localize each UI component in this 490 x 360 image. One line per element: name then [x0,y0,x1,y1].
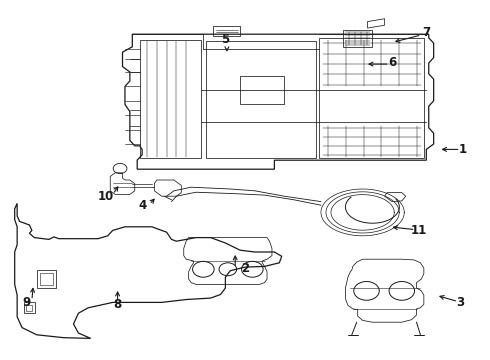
Text: 3: 3 [457,296,465,309]
Text: 1: 1 [459,143,467,156]
Text: 4: 4 [138,199,146,212]
Text: 5: 5 [221,33,229,46]
Text: 8: 8 [114,298,122,311]
Text: 2: 2 [241,262,249,275]
Text: 7: 7 [422,26,430,39]
Text: 6: 6 [388,57,396,69]
Text: 9: 9 [23,296,31,309]
Text: 11: 11 [411,224,427,237]
Text: 10: 10 [97,190,114,203]
